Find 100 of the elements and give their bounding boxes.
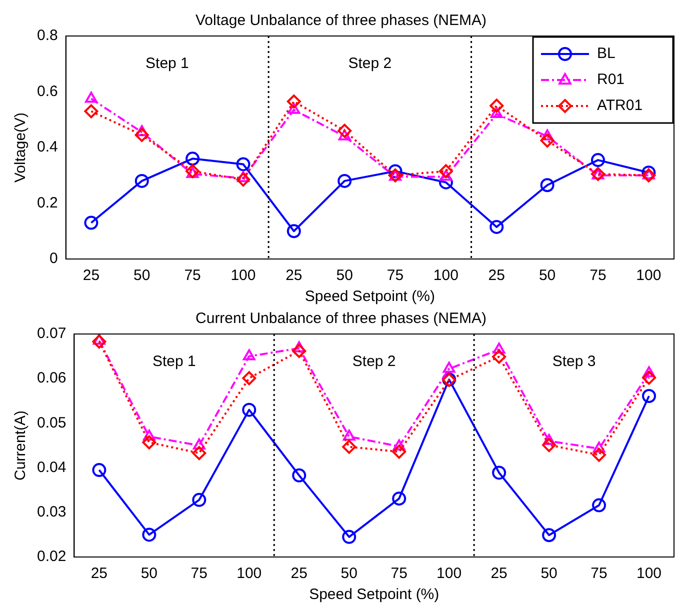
legend-label: ATR01 bbox=[597, 97, 643, 114]
point bbox=[84, 216, 98, 230]
x-tick-label: 100 bbox=[236, 565, 262, 582]
point bbox=[292, 468, 306, 482]
point bbox=[338, 129, 351, 140]
point bbox=[642, 366, 656, 378]
point bbox=[237, 171, 250, 182]
point bbox=[288, 102, 300, 114]
point bbox=[236, 172, 250, 187]
x-axis-title: Speed Setpoint (%) bbox=[309, 586, 440, 604]
point bbox=[286, 224, 301, 238]
point bbox=[592, 442, 606, 453]
point bbox=[492, 350, 506, 364]
point bbox=[540, 178, 554, 192]
point bbox=[388, 164, 402, 178]
annotation: Step 2 bbox=[348, 55, 392, 72]
y-tick-label: 0.05 bbox=[36, 414, 66, 432]
y-tick-label: 0.2 bbox=[36, 194, 58, 212]
point bbox=[84, 104, 98, 118]
legend-label: R01 bbox=[597, 71, 625, 88]
x-tick-label: 75 bbox=[184, 267, 201, 284]
y-axis-title: Current(A) bbox=[12, 410, 30, 481]
chart-title: Voltage Unbalance of three phases (NEMA) bbox=[196, 12, 487, 30]
point bbox=[84, 92, 98, 103]
x-tick-label: 75 bbox=[590, 267, 606, 284]
point bbox=[338, 124, 352, 138]
point bbox=[136, 125, 148, 136]
point bbox=[142, 430, 156, 441]
point bbox=[592, 448, 606, 462]
annotation: Step 2 bbox=[352, 353, 396, 370]
point bbox=[342, 440, 356, 454]
x-tick-label: 50 bbox=[134, 267, 150, 284]
x-tick-label: 100 bbox=[636, 565, 662, 582]
point bbox=[438, 175, 453, 190]
x-tick-label: 50 bbox=[140, 565, 158, 582]
x-tick-label: 100 bbox=[230, 267, 256, 284]
annotation: Step 3 bbox=[552, 353, 596, 370]
x-tick-label: 100 bbox=[433, 267, 458, 284]
point bbox=[286, 94, 301, 109]
point bbox=[292, 344, 306, 358]
point bbox=[292, 341, 306, 352]
point bbox=[236, 157, 250, 172]
y-tick-label: 0.03 bbox=[36, 504, 66, 521]
point bbox=[342, 430, 356, 441]
point bbox=[492, 342, 506, 354]
point bbox=[142, 435, 156, 450]
point bbox=[542, 528, 556, 542]
x-tick-label: 25 bbox=[286, 267, 302, 284]
x-tick-label: 25 bbox=[90, 565, 108, 582]
annotation: Step 1 bbox=[152, 353, 196, 370]
point bbox=[242, 402, 256, 417]
point bbox=[192, 446, 206, 460]
point bbox=[186, 166, 199, 178]
x-tick-label: 50 bbox=[336, 267, 353, 284]
x-tick-label: 75 bbox=[386, 267, 404, 284]
point bbox=[492, 466, 506, 480]
point bbox=[642, 388, 656, 403]
point bbox=[540, 134, 554, 148]
point bbox=[142, 528, 156, 542]
x-tick-label: 25 bbox=[488, 267, 505, 284]
x-tick-label: 25 bbox=[82, 267, 100, 284]
x-tick-label: 50 bbox=[540, 565, 558, 582]
point bbox=[392, 439, 406, 450]
point bbox=[192, 492, 206, 507]
point bbox=[92, 463, 106, 478]
point bbox=[442, 362, 456, 373]
point bbox=[592, 498, 606, 512]
y-tick-label: 0.4 bbox=[36, 138, 58, 156]
point bbox=[338, 174, 352, 188]
point bbox=[642, 168, 655, 180]
point bbox=[642, 370, 656, 385]
point bbox=[342, 530, 356, 544]
y-tick-label: 0.06 bbox=[36, 370, 66, 387]
x-tick-label: 50 bbox=[538, 267, 556, 284]
point bbox=[490, 220, 504, 234]
point bbox=[440, 170, 452, 181]
point bbox=[490, 107, 503, 118]
point bbox=[542, 438, 556, 452]
x-tick-label: 25 bbox=[490, 565, 508, 582]
point bbox=[92, 334, 106, 349]
point bbox=[392, 492, 406, 506]
annotation: Step 1 bbox=[146, 55, 189, 72]
point bbox=[392, 444, 406, 459]
chart-title: Current Unbalance of three phases (NEMA) bbox=[196, 310, 486, 328]
x-tick-label: 100 bbox=[636, 267, 662, 284]
x-tick-label: 100 bbox=[436, 565, 462, 582]
x-tick-label: 75 bbox=[390, 565, 408, 582]
point bbox=[642, 168, 656, 182]
y-axis-title: Voltage(V) bbox=[12, 112, 30, 183]
y-tick-label: 0.02 bbox=[36, 548, 66, 566]
x-tick-label: 75 bbox=[190, 565, 208, 582]
x-tick-label: 75 bbox=[590, 565, 608, 582]
point bbox=[134, 174, 149, 188]
point bbox=[542, 434, 556, 446]
point bbox=[590, 153, 605, 168]
point bbox=[490, 98, 504, 113]
point bbox=[192, 438, 206, 450]
x-tick-label: 25 bbox=[290, 565, 308, 582]
point bbox=[541, 129, 554, 140]
point bbox=[186, 152, 200, 166]
